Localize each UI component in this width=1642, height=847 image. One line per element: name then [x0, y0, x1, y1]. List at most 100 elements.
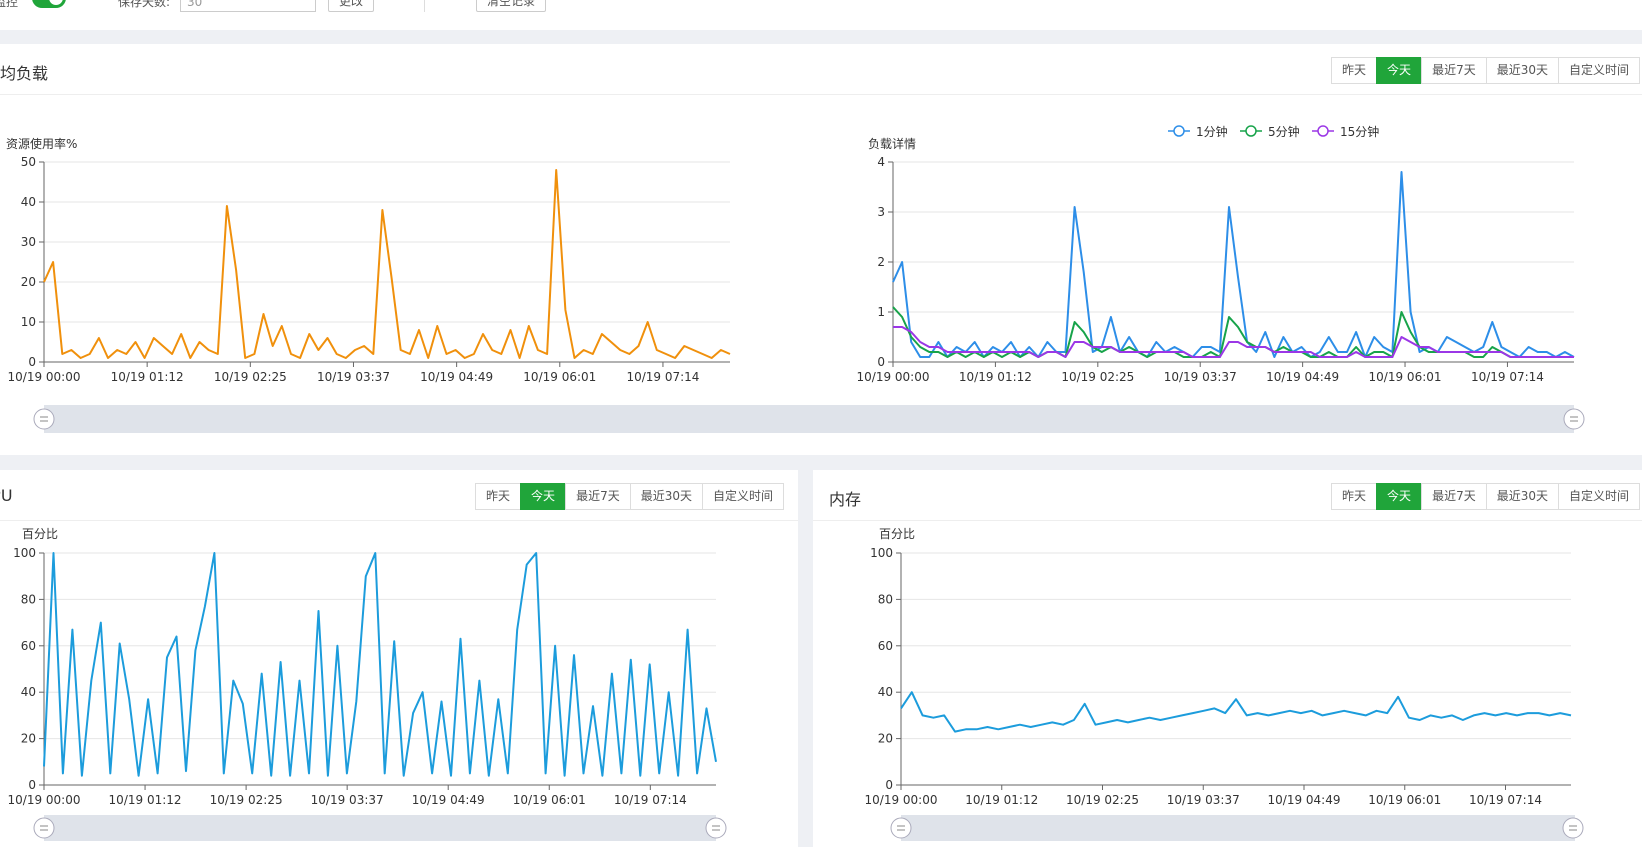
x-tick-label: 10/19 01:12	[109, 793, 182, 807]
slider-handle-right[interactable]	[1562, 817, 1584, 839]
slider-handle-right[interactable]	[1563, 408, 1585, 430]
keep-days-label: 保存天数:	[118, 0, 171, 9]
legend-1min-label: 1分钟	[1196, 124, 1228, 139]
y-tick-label: 4	[877, 155, 885, 169]
x-tick-label: 10/19 06:01	[1368, 793, 1441, 807]
y-tick-label: 50	[21, 155, 36, 169]
y-tick-label: 0	[28, 355, 36, 369]
time-btn-30days[interactable]: 最近30天	[1485, 57, 1559, 84]
y-tick-label: 20	[21, 732, 36, 746]
y-tick-label: 80	[21, 592, 36, 606]
x-tick-label: 10/19 03:37	[1164, 370, 1237, 384]
cpu-chart: 0 20 40 60 80 100 百分比 10/19 00:00 10/19 01:12 10/…	[8, 527, 727, 841]
slider-handle-left[interactable]	[33, 817, 55, 839]
x-tick-label: 10/19 00:00	[865, 793, 938, 807]
panel-divider	[813, 520, 1642, 521]
time-btn-today[interactable]: 今天	[520, 483, 567, 510]
load-time-buttons: 昨天 今天 最近7天 最近30天 自定义时间	[1331, 57, 1640, 84]
time-btn-custom[interactable]: 自定义时间	[1557, 57, 1640, 84]
time-btn-30days[interactable]: 最近30天	[1485, 483, 1559, 510]
monitor-label: 监控	[0, 0, 19, 9]
series-line[interactable]	[900, 691, 1572, 733]
y-tick-label: 40	[21, 195, 36, 209]
load-datazoom-slider[interactable]	[33, 405, 1585, 433]
y-tick-label: 30	[21, 235, 36, 249]
x-tick-label: 10/19 04:49	[1266, 370, 1339, 384]
x-tick-label: 10/19 04:49	[412, 793, 485, 807]
change-button[interactable]: 更改	[328, 0, 375, 12]
x-tick-label: 10/19 07:14	[626, 370, 699, 384]
series-line[interactable]	[43, 169, 731, 359]
memory-panel-title: 内存	[829, 490, 862, 509]
legend-5min[interactable]: 5分钟	[1240, 124, 1300, 139]
cpu-panel: CPU 昨天 今天 最近7天 最近30天 自定义时间 0 20 40 60 80 100 百…	[0, 470, 798, 847]
cpu-datazoom-slider[interactable]	[33, 815, 727, 841]
time-btn-7days[interactable]: 最近7天	[565, 483, 631, 510]
time-btn-yesterday[interactable]: 昨天	[1331, 483, 1378, 510]
clear-records-button[interactable]: 清空记录	[476, 0, 547, 12]
cpu-time-buttons: 昨天 今天 最近7天 最近30天 自定义时间	[475, 483, 784, 510]
y-tick-label: 60	[21, 639, 36, 653]
slider-handle-right[interactable]	[705, 817, 727, 839]
memory-chart: 0 20 40 60 80 100 百分比 10/19 00:00 10/19 01:12 10/…	[865, 527, 1584, 841]
divider	[424, 0, 425, 12]
y-tick-label: 40	[878, 685, 893, 699]
cpu-panel-title: CPU	[0, 486, 13, 505]
y-tick-label: 40	[21, 685, 36, 699]
memory-datazoom-slider[interactable]	[890, 815, 1584, 841]
x-tick-label: 10/19 01:12	[959, 370, 1032, 384]
slider-handle-left[interactable]	[33, 408, 55, 430]
time-btn-custom[interactable]: 自定义时间	[701, 483, 784, 510]
memory-panel: 内存 昨天 今天 最近7天 最近30天 自定义时间 0 20 40 60 80 100 百分…	[813, 470, 1642, 847]
y-tick-label: 0	[885, 778, 893, 792]
legend-15min[interactable]: 15分钟	[1312, 124, 1379, 139]
x-tick-label: 10/19 03:37	[311, 793, 384, 807]
y-axis-label: 资源使用率%	[6, 136, 77, 151]
y-axis-label: 百分比	[879, 527, 915, 541]
series-line[interactable]	[892, 306, 1574, 358]
y-axis-label: 百分比	[22, 527, 58, 541]
x-tick-label: 10/19 04:49	[420, 370, 493, 384]
series-line[interactable]	[892, 171, 1575, 358]
time-btn-custom[interactable]: 自定义时间	[1557, 483, 1640, 510]
x-tick-label: 10/19 07:14	[614, 793, 687, 807]
x-tick-label: 10/19 02:25	[1061, 370, 1134, 384]
x-tick-label: 10/19 01:12	[965, 793, 1038, 807]
time-btn-30days[interactable]: 最近30天	[629, 483, 703, 510]
slider-handle-left[interactable]	[890, 817, 912, 839]
y-tick-label: 2	[877, 255, 885, 269]
time-btn-7days[interactable]: 最近7天	[1421, 483, 1487, 510]
x-tick-label: 10/19 06:01	[513, 793, 586, 807]
settings-bar: 监控 保存天数: 30 更改 清空记录	[0, 0, 1642, 30]
monitor-toggle[interactable]	[32, 0, 66, 8]
x-tick-label: 10/19 00:00	[8, 370, 81, 384]
x-tick-label: 10/19 03:37	[1167, 793, 1240, 807]
x-tick-label: 10/19 02:25	[1066, 793, 1139, 807]
x-tick-label: 10/19 04:49	[1268, 793, 1341, 807]
y-tick-label: 3	[877, 205, 885, 219]
y-tick-label: 0	[877, 355, 885, 369]
x-tick-label: 10/19 06:01	[523, 370, 596, 384]
y-axis-label: 负载详情	[868, 136, 916, 151]
series-line[interactable]	[893, 326, 1574, 358]
time-btn-yesterday[interactable]: 昨天	[475, 483, 522, 510]
x-tick-label: 10/19 06:01	[1369, 370, 1442, 384]
load-legend[interactable]: 1分钟 5分钟 15分钟	[1168, 124, 1379, 139]
y-tick-label: 100	[870, 546, 893, 560]
keep-days-input[interactable]: 30	[180, 0, 316, 12]
time-btn-today[interactable]: 今天	[1376, 483, 1423, 510]
slider-track	[44, 405, 1574, 433]
slider-track	[901, 815, 1575, 841]
panel-divider	[0, 94, 1642, 95]
y-tick-label: 10	[21, 315, 36, 329]
panel-divider	[0, 520, 798, 521]
time-btn-7days[interactable]: 最近7天	[1421, 57, 1487, 84]
legend-5min-label: 5分钟	[1268, 124, 1300, 139]
y-tick-label: 1	[877, 305, 885, 319]
series-line[interactable]	[43, 552, 717, 777]
x-tick-label: 10/19 00:00	[857, 370, 930, 384]
legend-1min[interactable]: 1分钟	[1168, 124, 1228, 139]
x-tick-label: 10/19 02:25	[210, 793, 283, 807]
legend-15min-label: 15分钟	[1340, 124, 1379, 139]
x-tick-label: 10/19 01:12	[111, 370, 184, 384]
